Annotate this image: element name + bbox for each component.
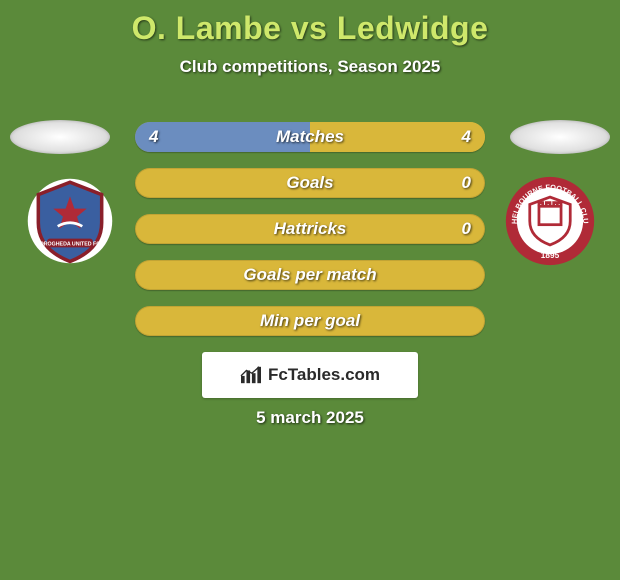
page-title: O. Lambe vs Ledwidge <box>0 0 620 47</box>
stat-label: Matches <box>276 127 344 147</box>
subtitle: Club competitions, Season 2025 <box>0 57 620 77</box>
club-crest-left: DROGHEDA UNITED FC <box>20 175 120 267</box>
stat-value-right: 0 <box>462 219 471 239</box>
watermark-badge: FcTables.com <box>202 352 418 398</box>
date-text: 5 march 2025 <box>0 408 620 428</box>
stat-value-right: 0 <box>462 173 471 193</box>
stat-value-left: 4 <box>149 127 158 147</box>
svg-text:DROGHEDA UNITED FC: DROGHEDA UNITED FC <box>40 242 100 248</box>
stat-value-right: 4 <box>462 127 471 147</box>
stat-bar: 0 Hattricks <box>135 214 485 244</box>
stat-label: Hattricks <box>274 219 347 239</box>
stat-bar: Goals per match <box>135 260 485 290</box>
shield-icon: DROGHEDA UNITED FC <box>26 177 114 265</box>
stat-label: Goals per match <box>243 265 376 285</box>
stat-label: Goals <box>286 173 333 193</box>
comparison-card: O. Lambe vs Ledwidge Club competitions, … <box>0 0 620 580</box>
stat-bar: Min per goal <box>135 306 485 336</box>
stat-bar: 0 Goals <box>135 168 485 198</box>
club-crest-right: SHELBOURNE FOOTBALL CLUB 1895 <box>500 175 600 267</box>
bar-chart-icon <box>240 365 262 385</box>
player-right-oval <box>510 120 610 154</box>
stat-bar: 4 4 Matches <box>135 122 485 152</box>
stat-bars: 4 4 Matches 0 Goals 0 Hattricks Goals per match… <box>135 122 485 352</box>
svg-text:1895: 1895 <box>541 251 560 260</box>
player-left-oval <box>10 120 110 154</box>
watermark-text: FcTables.com <box>268 365 380 385</box>
stat-label: Min per goal <box>260 311 360 331</box>
round-crest-icon: SHELBOURNE FOOTBALL CLUB 1895 <box>504 175 596 267</box>
